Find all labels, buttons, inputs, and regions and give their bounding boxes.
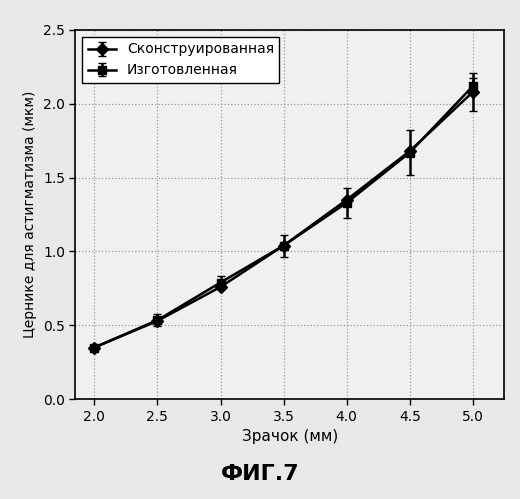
Y-axis label: Цернике для астигматизма (мкм): Цернике для астигматизма (мкм) <box>23 91 37 338</box>
X-axis label: Зрачок (мм): Зрачок (мм) <box>242 429 338 444</box>
Legend: Сконструированная, Изготовленная: Сконструированная, Изготовленная <box>82 37 279 83</box>
Text: ФИГ.7: ФИГ.7 <box>220 464 300 484</box>
